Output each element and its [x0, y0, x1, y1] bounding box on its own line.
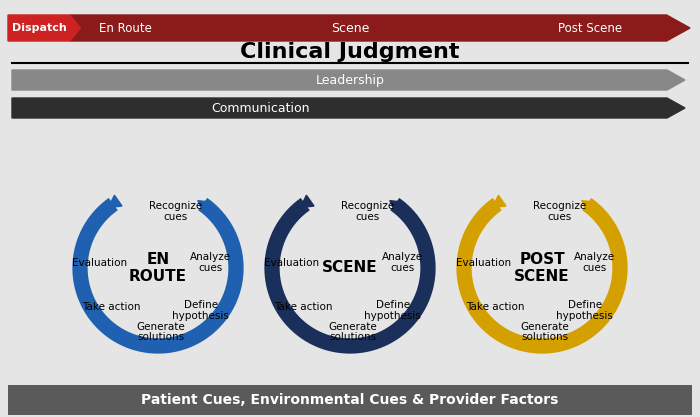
- Polygon shape: [390, 201, 403, 213]
- Text: En Route: En Route: [99, 22, 151, 35]
- Text: Recognize
cues: Recognize cues: [340, 201, 394, 222]
- Text: Analyze
cues: Analyze cues: [574, 252, 615, 273]
- Polygon shape: [12, 98, 685, 118]
- Text: Take action: Take action: [466, 302, 524, 312]
- Text: Define
hypothesis: Define hypothesis: [365, 301, 421, 322]
- Polygon shape: [300, 195, 314, 208]
- Text: Define
hypothesis: Define hypothesis: [172, 301, 230, 322]
- Text: Take action: Take action: [82, 302, 141, 312]
- Text: Generate
solutions: Generate solutions: [329, 322, 377, 342]
- Polygon shape: [198, 201, 211, 213]
- Polygon shape: [8, 15, 81, 41]
- Text: Evaluation: Evaluation: [72, 258, 127, 268]
- Text: Scene: Scene: [331, 22, 369, 35]
- Bar: [8, 385, 692, 415]
- Text: Communication: Communication: [211, 101, 309, 115]
- Polygon shape: [108, 195, 122, 208]
- Text: Take action: Take action: [274, 302, 332, 312]
- Polygon shape: [492, 195, 506, 208]
- Text: Define
hypothesis: Define hypothesis: [556, 301, 613, 322]
- Text: Analyze
cues: Analyze cues: [382, 252, 423, 273]
- Polygon shape: [70, 15, 690, 41]
- Text: Evaluation: Evaluation: [456, 258, 511, 268]
- Text: Recognize
cues: Recognize cues: [148, 201, 202, 222]
- Text: Dispatch: Dispatch: [12, 23, 66, 33]
- Text: Post Scene: Post Scene: [558, 22, 622, 35]
- Text: Generate
solutions: Generate solutions: [136, 322, 186, 342]
- Text: Generate
solutions: Generate solutions: [521, 322, 570, 342]
- Text: SCENE: SCENE: [322, 261, 378, 276]
- Text: Analyze
cues: Analyze cues: [190, 252, 231, 273]
- Polygon shape: [582, 201, 596, 213]
- Text: Patient Cues, Environmental Cues & Provider Factors: Patient Cues, Environmental Cues & Provi…: [141, 393, 559, 407]
- Text: Clinical Judgment: Clinical Judgment: [240, 42, 460, 62]
- Text: EN
ROUTE: EN ROUTE: [129, 252, 187, 284]
- Text: Evaluation: Evaluation: [264, 258, 319, 268]
- Text: POST
SCENE: POST SCENE: [514, 252, 570, 284]
- Text: Recognize
cues: Recognize cues: [533, 201, 586, 222]
- Polygon shape: [12, 70, 685, 90]
- Text: Leadership: Leadership: [316, 73, 384, 86]
